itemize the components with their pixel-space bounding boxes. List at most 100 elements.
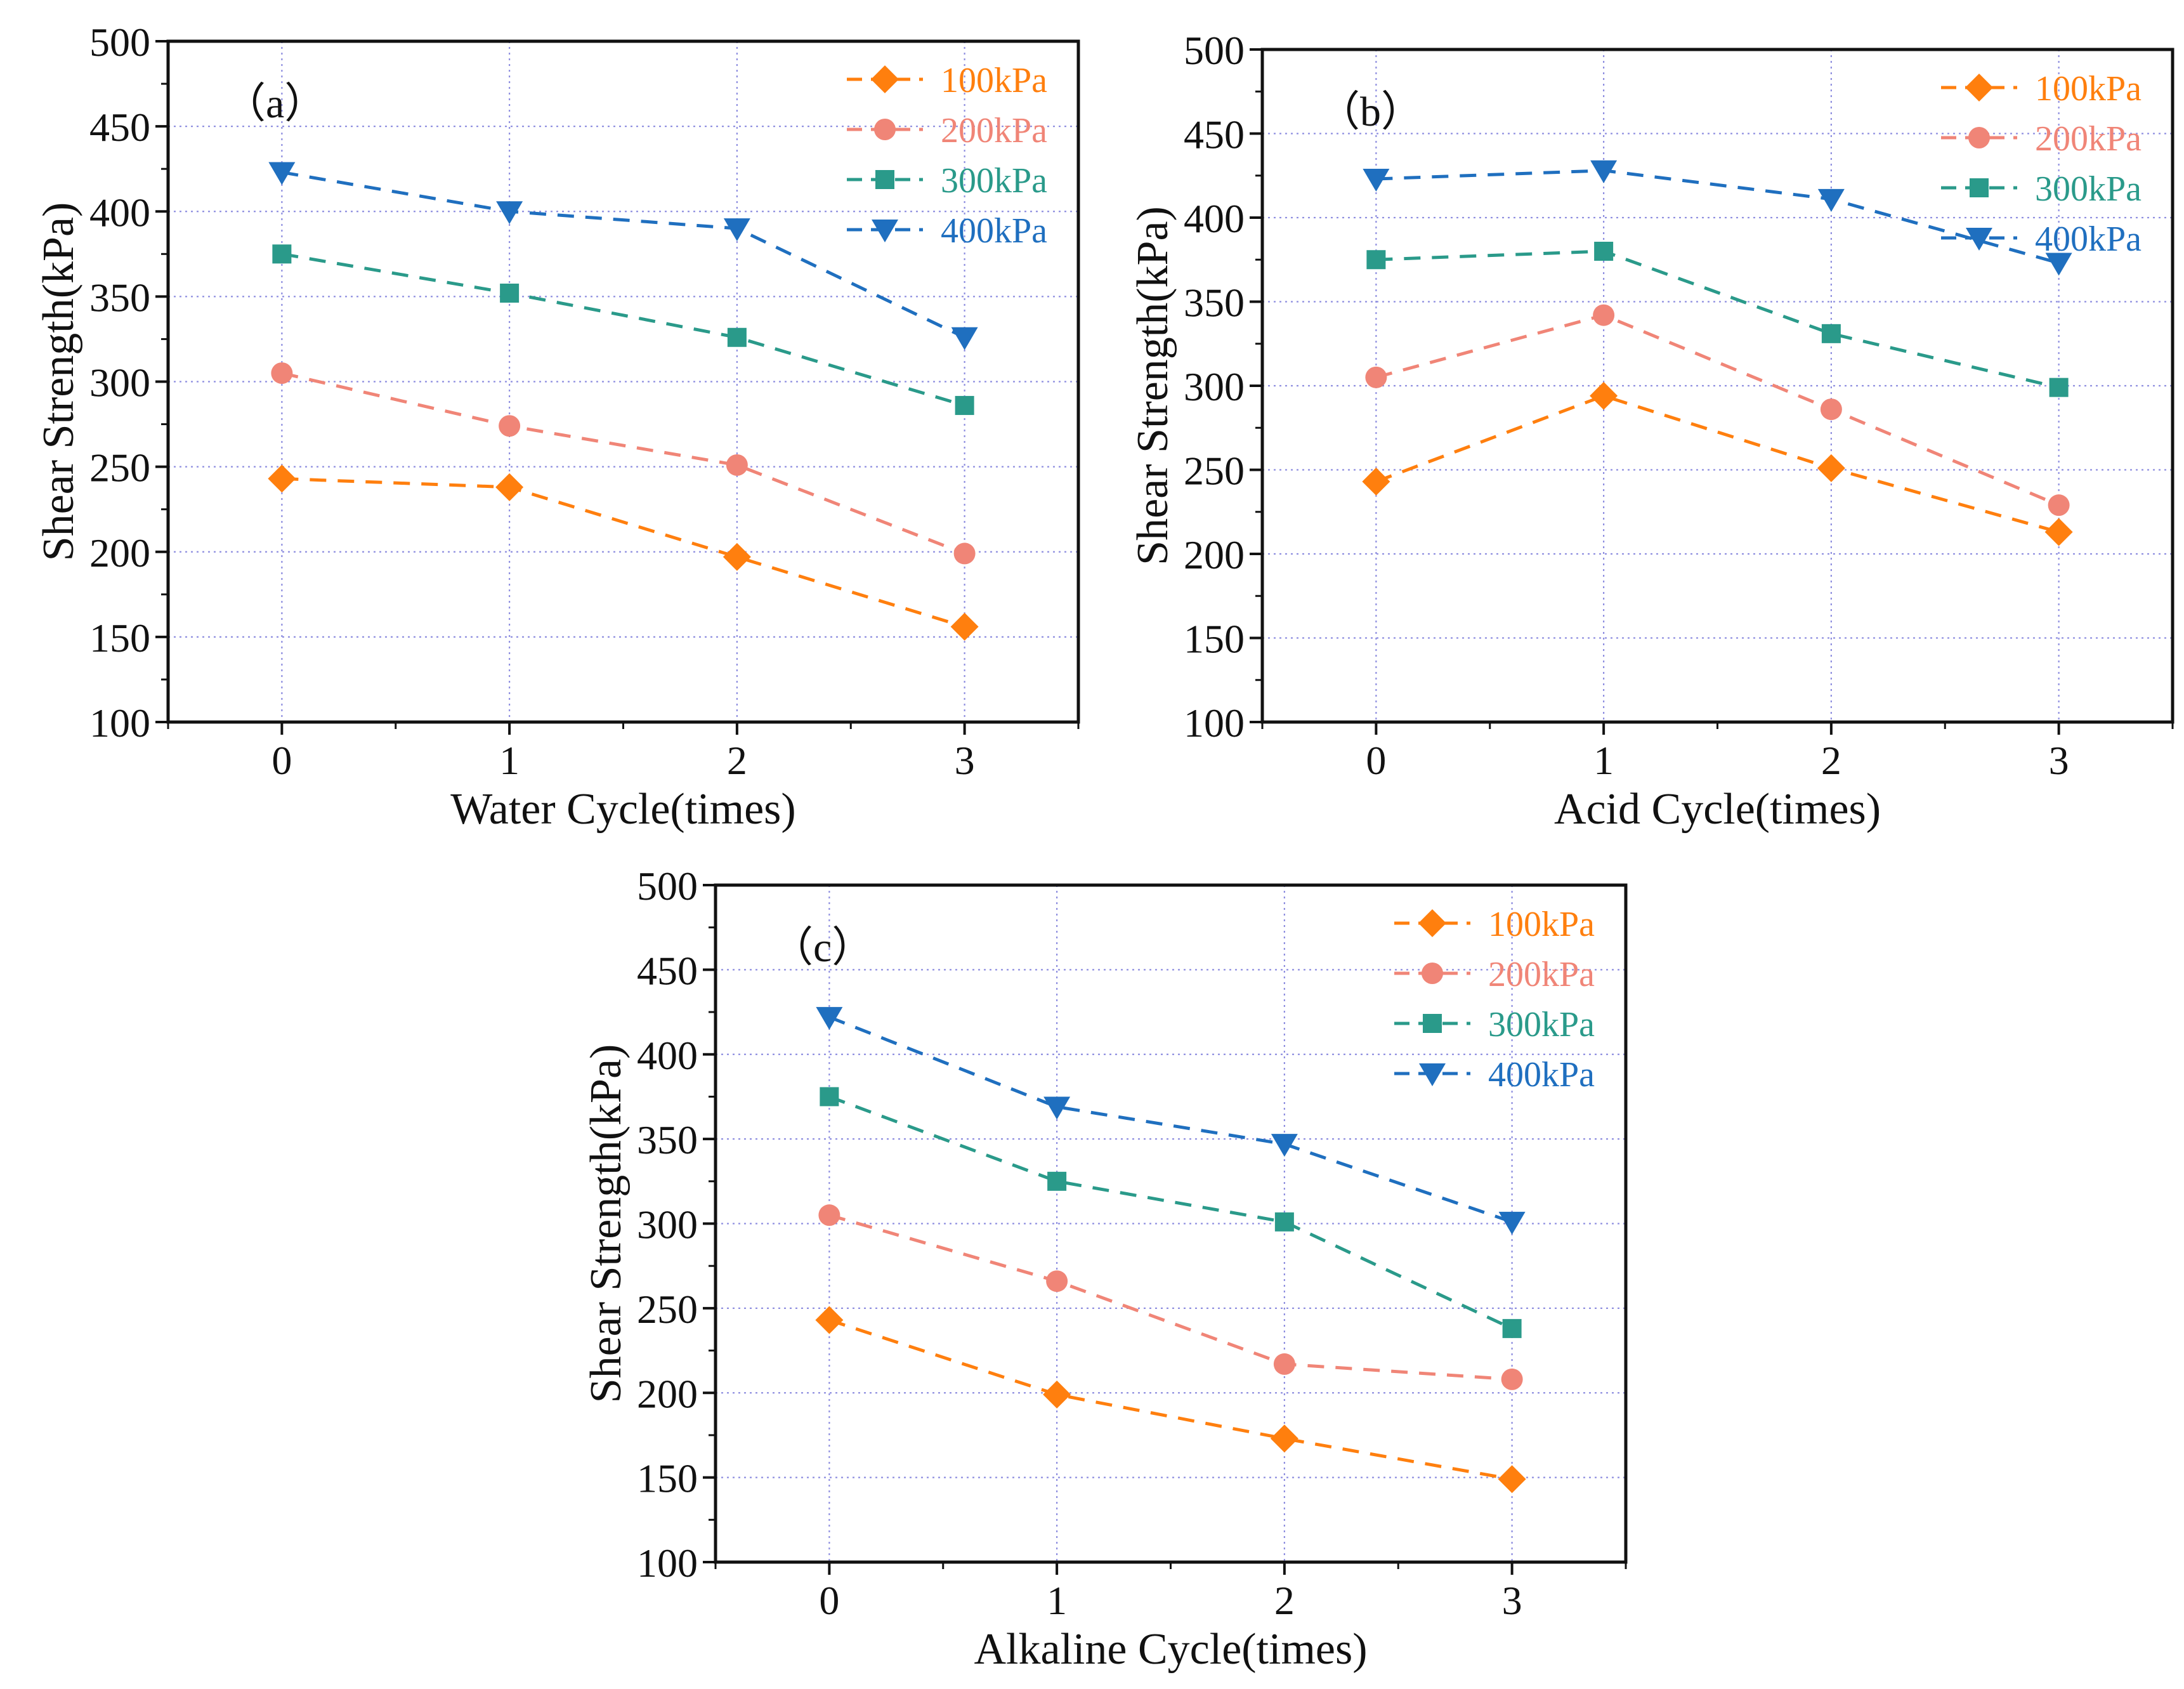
- x-tick-label: 2: [1821, 738, 1841, 783]
- x-tick-label: 3: [2049, 738, 2069, 783]
- legend-label: 200kPa: [2035, 119, 2141, 159]
- y-tick-label: 150: [89, 615, 150, 660]
- data-point: [500, 284, 520, 303]
- data-point: [1043, 1380, 1071, 1409]
- x-tick-label: 0: [819, 1578, 839, 1623]
- data-point: [495, 473, 524, 501]
- legend-label: 100kPa: [2035, 69, 2141, 108]
- y-tick-label: 200: [1184, 532, 1245, 577]
- data-point: [726, 454, 748, 476]
- legend-label: 300kPa: [2035, 169, 2141, 209]
- data-point: [1590, 160, 1618, 183]
- chart-panel-b: 100 150 200 250 300 350 400 450 500 0 1 2 3 Acid Cycl…: [1128, 28, 2174, 834]
- series-300kPa: [1366, 242, 2069, 397]
- data-point: [1271, 1134, 1298, 1157]
- y-tick-label: 300: [89, 360, 150, 405]
- y-tick-label: 450: [637, 948, 698, 993]
- y-tick-label: 450: [1184, 112, 1245, 157]
- legend-label: 400kPa: [2035, 220, 2141, 259]
- legend-label: 400kPa: [941, 211, 1047, 251]
- data-point: [2049, 378, 2069, 397]
- x-tick-label: 1: [499, 738, 520, 783]
- data-point: [268, 162, 296, 185]
- data-point: [1366, 250, 1386, 270]
- legend-marker: [1965, 74, 1993, 102]
- data-point: [1498, 1465, 1526, 1494]
- series-line: [828, 1318, 1513, 1481]
- y-tick-label: 450: [89, 105, 150, 150]
- legend-marker: [871, 65, 899, 93]
- data-point: [1593, 304, 1615, 326]
- series-200kPa: [1365, 304, 2070, 516]
- legend-marker: [874, 119, 896, 140]
- legend: 100kPa 200kPa 300kPa 400kPa: [1394, 905, 1595, 1094]
- y-tick-label: 400: [1184, 196, 1245, 241]
- data-point: [1498, 1211, 1526, 1235]
- y-tick-label: 500: [637, 864, 698, 909]
- panel-label: （a）: [224, 81, 326, 127]
- x-tick-label: 3: [1502, 1578, 1522, 1623]
- legend-marker: [1422, 963, 1443, 984]
- legend-label: 100kPa: [941, 61, 1047, 100]
- legend: 100kPa 200kPa 300kPa 400kPa: [847, 61, 1047, 251]
- data-point: [953, 542, 976, 565]
- series-400kPa: [816, 1007, 1526, 1235]
- data-point: [1502, 1318, 1522, 1338]
- data-point: [1820, 398, 1842, 421]
- y-tick-label: 400: [89, 190, 150, 235]
- legend-label: 200kPa: [1488, 955, 1595, 994]
- data-point: [723, 542, 751, 571]
- series-line: [1376, 169, 2060, 265]
- y-tick-label: 500: [1184, 28, 1245, 73]
- series-line: [1375, 313, 2060, 507]
- data-point: [496, 201, 523, 225]
- x-axis-label: Alkaline Cycle(times): [974, 1625, 1367, 1674]
- data-point: [1043, 1096, 1071, 1120]
- panel-label: （b）: [1318, 89, 1423, 135]
- y-tick-label: 100: [637, 1541, 698, 1586]
- legend: 100kPa 200kPa 300kPa 400kPa: [1941, 69, 2141, 259]
- data-point: [1362, 468, 1390, 496]
- series-line: [828, 1015, 1513, 1224]
- series-line: [281, 371, 965, 555]
- x-tick-label: 3: [955, 738, 975, 783]
- data-point: [1365, 366, 1387, 388]
- data-point: [820, 1087, 839, 1107]
- x-axis-label: Acid Cycle(times): [1554, 785, 1881, 834]
- legend-label: 100kPa: [1488, 905, 1595, 944]
- data-point: [1817, 188, 1845, 212]
- y-tick-label: 350: [89, 275, 150, 320]
- x-tick-label: 2: [727, 738, 747, 783]
- series-400kPa: [268, 162, 978, 350]
- y-axis-label: Shear Strength(kPa): [582, 1044, 631, 1403]
- y-tick-label: 200: [89, 530, 150, 575]
- chart-panel-a: 100 150 200 250 300 350 400 450 500 0 1 2 3 Water Cyc…: [34, 20, 1080, 834]
- data-point: [955, 396, 974, 416]
- legend-marker: [1968, 127, 1990, 148]
- legend-label: 200kPa: [941, 111, 1047, 150]
- data-point: [2045, 253, 2072, 276]
- y-tick-label: 350: [637, 1117, 698, 1162]
- series-line: [282, 476, 965, 629]
- series-line: [828, 1213, 1512, 1381]
- y-tick-label: 200: [637, 1371, 698, 1416]
- data-point: [499, 415, 521, 437]
- legend-marker: [1418, 909, 1446, 937]
- y-tick-label: 100: [1184, 700, 1245, 746]
- data-point: [1501, 1368, 1523, 1390]
- series-300kPa: [272, 244, 974, 416]
- data-point: [1363, 169, 1390, 192]
- legend-marker: [1419, 1063, 1446, 1086]
- y-tick-label: 250: [89, 445, 150, 490]
- y-axis-label: Shear Strength(kPa): [1128, 206, 1177, 565]
- data-point: [951, 327, 978, 350]
- data-point: [950, 612, 979, 641]
- data-point: [816, 1007, 843, 1030]
- legend-label: 300kPa: [941, 161, 1047, 200]
- data-point: [2044, 518, 2073, 546]
- data-point: [1590, 381, 1618, 410]
- series-line: [1375, 394, 2060, 534]
- data-point: [1821, 324, 1841, 343]
- data-point: [723, 218, 750, 242]
- series-line: [828, 1095, 1513, 1331]
